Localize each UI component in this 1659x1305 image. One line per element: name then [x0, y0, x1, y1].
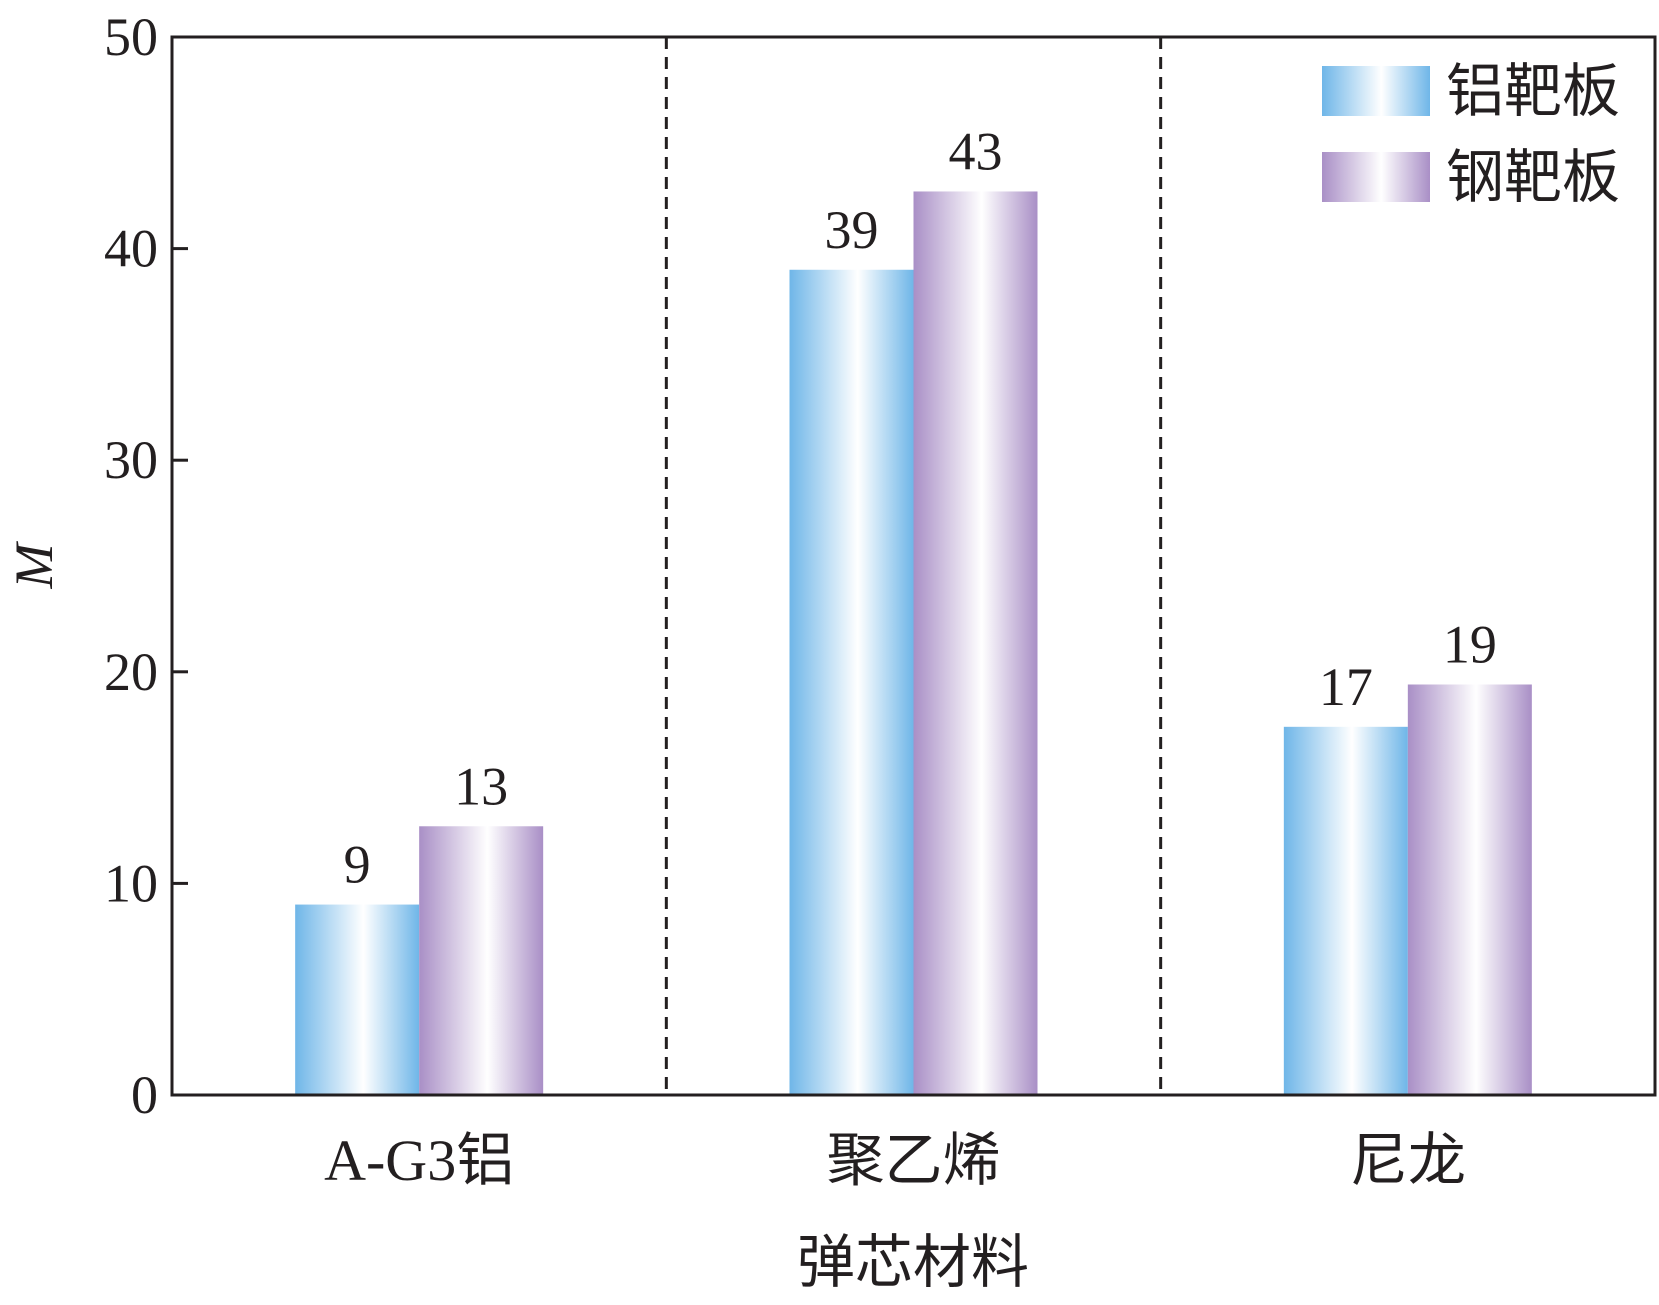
category-separators [664, 37, 1163, 1095]
x-tick-label: A-G3铝 [324, 1128, 514, 1193]
legend-swatch [1322, 66, 1430, 116]
legend-label: 铝靶板 [1446, 59, 1620, 124]
y-tick-label: 30 [104, 430, 158, 490]
y-tick-label: 10 [104, 853, 158, 913]
data-label: 19 [1443, 614, 1497, 674]
y-axis-title: M [4, 540, 64, 589]
legend-swatch [1322, 152, 1430, 202]
y-axis: 0 10 20 30 40 50 [104, 7, 188, 1125]
y-tick-label: 0 [131, 1065, 158, 1125]
data-label: 13 [454, 756, 508, 816]
x-axis-title: 弹芯材料 [797, 1230, 1029, 1295]
x-axis: A-G3铝 聚乙烯 尼龙 [324, 1128, 1466, 1193]
bar [419, 826, 544, 1095]
data-label: 43 [949, 121, 1003, 181]
y-tick-label: 40 [104, 219, 158, 279]
data-label: 9 [344, 835, 371, 895]
bar [295, 904, 420, 1095]
x-tick-label: 聚乙烯 [826, 1128, 1000, 1193]
y-tick-label: 50 [104, 7, 158, 67]
bar [1407, 684, 1532, 1095]
plot-frame [170, 35, 1657, 1097]
data-label: 17 [1319, 657, 1373, 717]
bar [1283, 726, 1408, 1095]
bar [913, 191, 1038, 1095]
y-tick-label: 20 [104, 642, 158, 702]
legend-label: 钢靶板 [1446, 145, 1620, 210]
x-tick-label: 尼龙 [1350, 1128, 1466, 1193]
bar [789, 269, 914, 1095]
bars-group: 9 13 39 43 17 19 [295, 121, 1532, 1095]
data-label: 39 [825, 200, 879, 260]
